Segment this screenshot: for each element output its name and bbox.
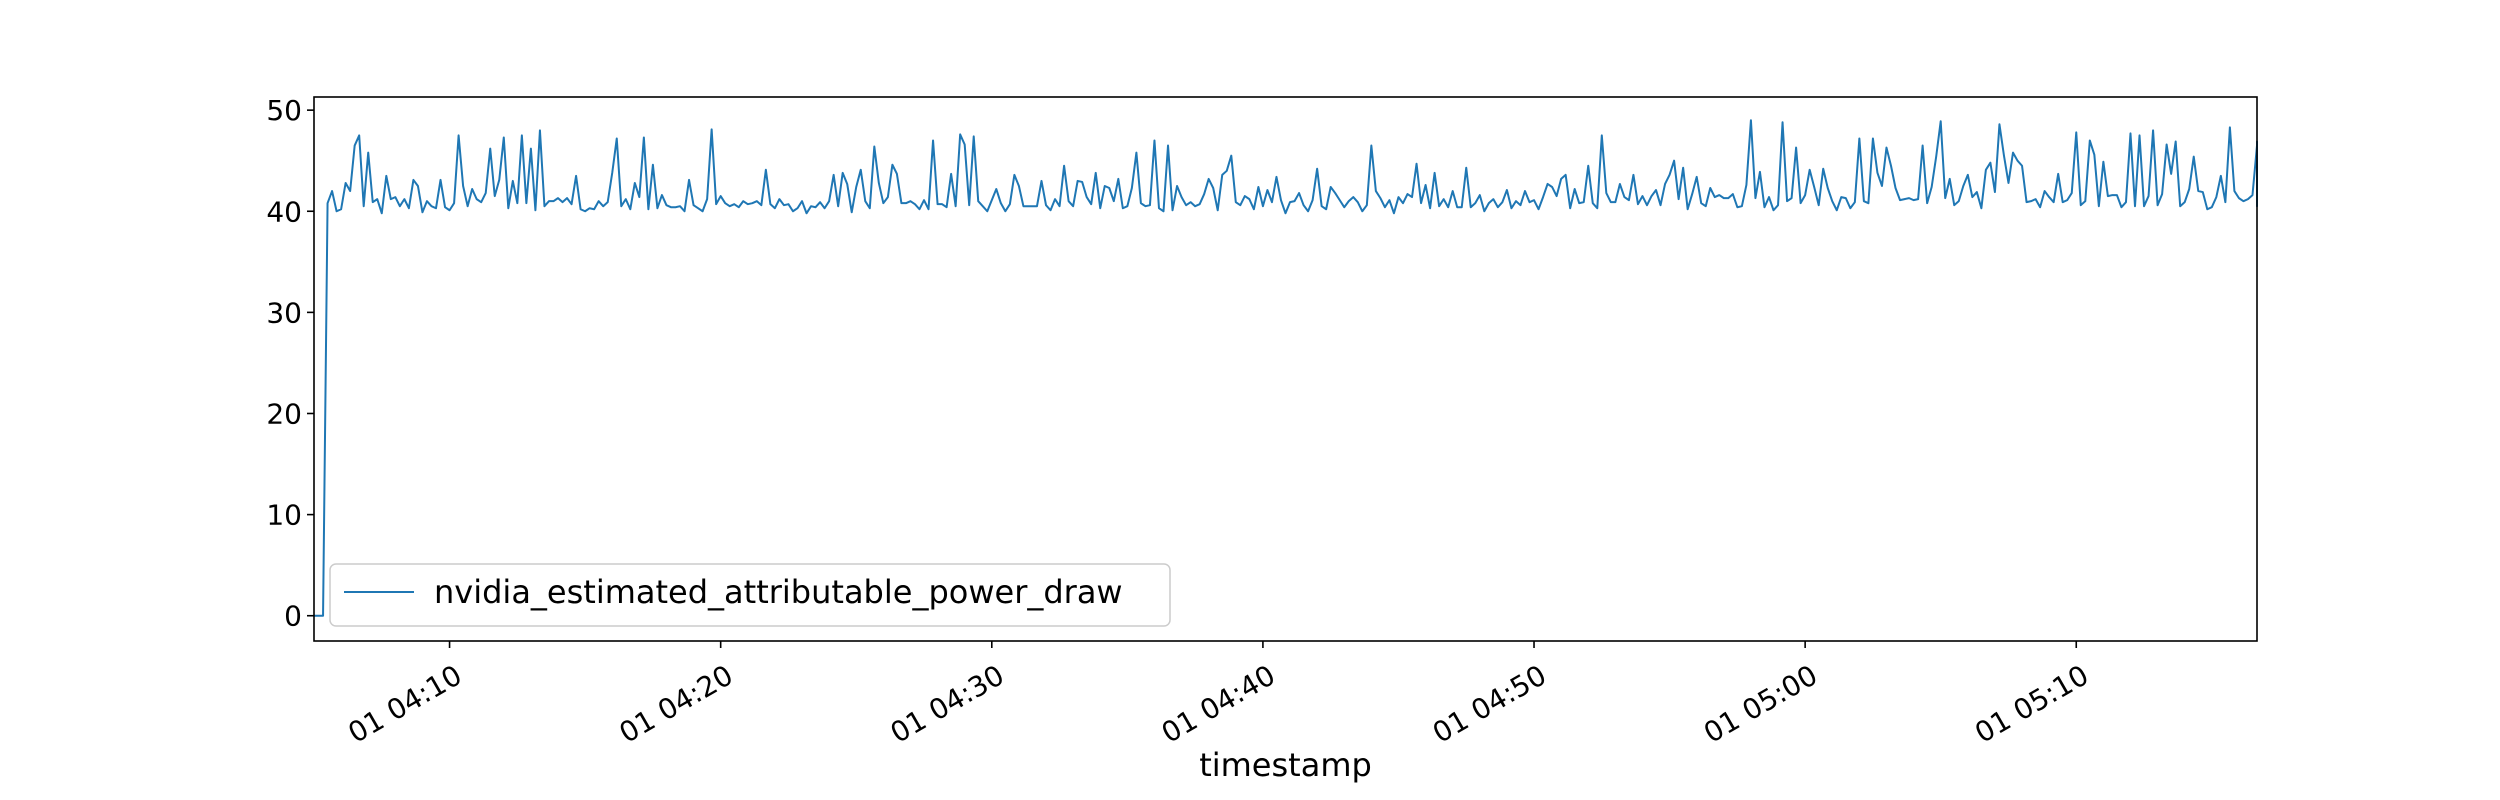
x-tick-label: 01 04:10	[343, 658, 468, 749]
axes-frame	[313, 96, 2258, 642]
y-axis: 0 10 20 30 40 50	[266, 94, 314, 633]
y-tick-label: 0	[284, 600, 302, 633]
y-tick-label: 50	[266, 94, 302, 127]
x-tick-label: 01 05:00	[1698, 658, 1823, 749]
x-tick-label: 01 04:50	[1427, 658, 1552, 749]
y-tick-label: 30	[266, 296, 302, 329]
plot-area	[313, 96, 2258, 642]
y-tick-label: 40	[266, 195, 302, 228]
y-tick-label: 10	[266, 499, 302, 532]
legend: nvidia_estimated_attributable_power_draw	[329, 563, 1171, 627]
x-tick-label: 01 05:10	[1969, 658, 2094, 749]
series-line-nvidia-estimated-attributable-power-draw	[314, 119, 2258, 617]
x-tick-label: 01 04:30	[885, 658, 1010, 749]
x-axis: 01 04:10 01 04:20 01 04:30 01 04:40 01 04:50…	[343, 641, 2094, 750]
x-tick-label: 01 04:20	[614, 658, 739, 749]
y-tick-label: 20	[266, 397, 302, 430]
x-axis-label: timestamp	[1199, 746, 1372, 784]
legend-entry-nvidia-estimated-attributable-power-draw: nvidia_estimated_attributable_power_draw	[434, 573, 1123, 611]
x-tick-label: 01 04:40	[1156, 658, 1281, 749]
legend-box	[329, 563, 1171, 627]
